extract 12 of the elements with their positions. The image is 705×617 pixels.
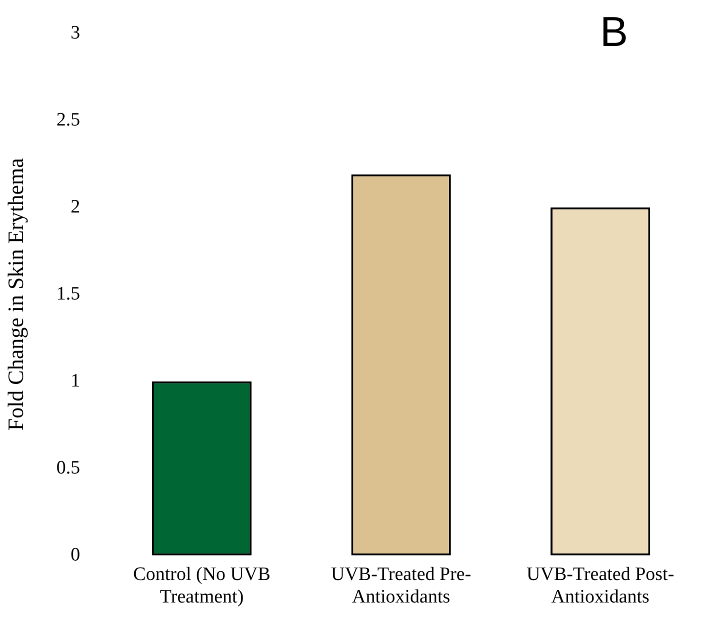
y-tick-label: 0.5 [56, 457, 80, 478]
y-tick-label: 3 [70, 22, 80, 44]
y-tick-label: 1.5 [56, 283, 80, 304]
x-tick-label: UVB-Treated Pre-Antioxidants [330, 564, 472, 608]
x-tick-label: UVB-Treated Post-Antioxidants [526, 564, 674, 608]
y-tick-label: 1 [70, 370, 80, 392]
y-tick-label: 2 [70, 196, 80, 218]
y-axis-title: Fold Change in Skin Erythema [2, 158, 28, 431]
y-tick-label: 0 [70, 544, 80, 566]
x-tick-label: Control (No UVB Treatment) [133, 564, 270, 608]
chart-title: B [600, 8, 628, 56]
y-tick-label: 2.5 [56, 109, 80, 130]
